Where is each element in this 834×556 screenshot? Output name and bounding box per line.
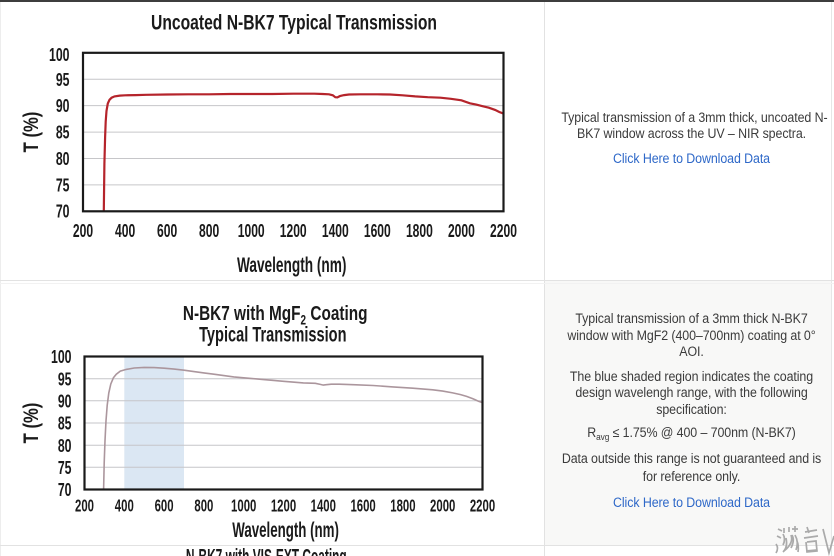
svg-text:95: 95 (56, 70, 70, 90)
svg-text:T (%): T (%) (19, 403, 42, 444)
svg-text:Typical Transmission: Typical Transmission (199, 323, 346, 346)
svg-text:1800: 1800 (406, 222, 433, 242)
svg-text:2000: 2000 (448, 222, 475, 242)
svg-text:N-BK7 with VIS-EXT Coating: N-BK7 with VIS-EXT Coating (186, 546, 347, 556)
svg-text:400: 400 (115, 497, 134, 516)
svg-text:200: 200 (73, 222, 93, 242)
svg-text:T (%): T (%) (19, 112, 42, 153)
svg-text:70: 70 (56, 202, 70, 222)
svg-text:70: 70 (58, 481, 72, 501)
svg-text:N-BK7 with MgF2 Coating: N-BK7 with MgF2 Coating (183, 300, 368, 327)
svg-text:1400: 1400 (322, 222, 349, 242)
svg-text:100: 100 (51, 348, 72, 368)
svg-text:75: 75 (58, 459, 72, 479)
svg-text:75: 75 (56, 176, 70, 196)
svg-text:800: 800 (199, 222, 219, 242)
svg-text:1400: 1400 (311, 497, 336, 516)
svg-text:Uncoated N-BK7 Typical Transmi: Uncoated N-BK7 Typical Transmission (151, 10, 437, 34)
svg-text:1000: 1000 (238, 222, 265, 242)
svg-text:2200: 2200 (470, 497, 495, 516)
svg-text:1800: 1800 (390, 497, 415, 516)
svg-text:85: 85 (58, 414, 72, 434)
svg-text:2000: 2000 (430, 497, 455, 516)
svg-text:85: 85 (56, 123, 70, 143)
svg-text:1000: 1000 (231, 497, 256, 516)
svg-text:1600: 1600 (350, 497, 375, 516)
svg-text:80: 80 (58, 436, 72, 456)
svg-text:200: 200 (75, 497, 94, 516)
svg-text:800: 800 (194, 497, 213, 516)
svg-text:1200: 1200 (280, 222, 307, 242)
svg-text:2200: 2200 (490, 222, 517, 242)
svg-text:95: 95 (58, 370, 72, 390)
svg-text:600: 600 (155, 497, 174, 516)
svg-text:1600: 1600 (364, 222, 391, 242)
svg-text:90: 90 (58, 392, 72, 412)
svg-text:Wavelength (nm): Wavelength (nm) (232, 518, 339, 542)
svg-text:400: 400 (115, 222, 135, 242)
svg-text:Wavelength (nm): Wavelength (nm) (237, 253, 346, 277)
svg-text:600: 600 (157, 222, 177, 242)
svg-text:80: 80 (56, 150, 70, 170)
svg-text:1200: 1200 (271, 497, 296, 516)
svg-text:100: 100 (49, 46, 70, 66)
svg-text:90: 90 (56, 97, 70, 117)
